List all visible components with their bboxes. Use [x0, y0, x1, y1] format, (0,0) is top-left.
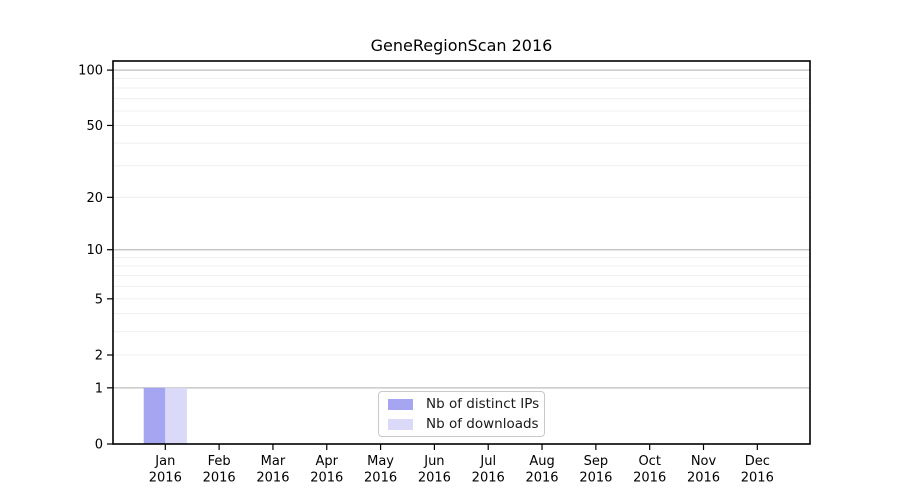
- legend-swatch-downloads: [388, 418, 413, 430]
- legend-item-downloads: Nb of downloads: [388, 416, 544, 432]
- x-tick-label-jan-2016: Jan 2016: [149, 454, 182, 486]
- legend: Nb of distinct IPs Nb of downloads: [378, 391, 545, 437]
- x-tick-label-jul-2016: Jul 2016: [472, 454, 505, 486]
- y-tick-label-100: 100: [78, 64, 103, 79]
- bar-nb-of-distinct-ips-jan-2016: [143, 387, 166, 444]
- bar-nb-of-downloads-jan-2016: [165, 387, 187, 444]
- legend-item-distinct-ips: Nb of distinct IPs: [388, 396, 544, 412]
- x-tick-label-sep-2016: Sep 2016: [579, 454, 612, 486]
- y-tick-label-10: 10: [86, 243, 103, 258]
- x-tick-label-aug-2016: Aug 2016: [525, 454, 558, 486]
- x-tick-label-mar-2016: Mar 2016: [256, 454, 289, 486]
- x-tick-label-oct-2016: Oct 2016: [633, 454, 666, 486]
- y-tick-label-20: 20: [86, 191, 103, 206]
- x-tick-label-nov-2016: Nov 2016: [687, 454, 720, 486]
- x-tick-label-apr-2016: Apr 2016: [310, 454, 343, 486]
- legend-swatch-distinct-ips: [388, 398, 413, 410]
- y-tick-label-0: 0: [95, 438, 103, 453]
- chart-title: GeneRegionScan 2016: [370, 36, 553, 55]
- plot-border: [112, 60, 811, 445]
- legend-label-distinct-ips: Nb of distinct IPs: [426, 396, 540, 412]
- x-tick-label-dec-2016: Dec 2016: [741, 454, 774, 486]
- y-tick-label-2: 2: [95, 348, 103, 363]
- y-tick-label-5: 5: [95, 292, 103, 307]
- y-tick-label-50: 50: [86, 119, 103, 134]
- x-tick-label-may-2016: May 2016: [364, 454, 397, 486]
- y-tick-label-1: 1: [95, 381, 103, 396]
- x-tick-label-jun-2016: Jun 2016: [418, 454, 451, 486]
- legend-label-downloads: Nb of downloads: [426, 416, 539, 432]
- x-tick-label-feb-2016: Feb 2016: [203, 454, 236, 486]
